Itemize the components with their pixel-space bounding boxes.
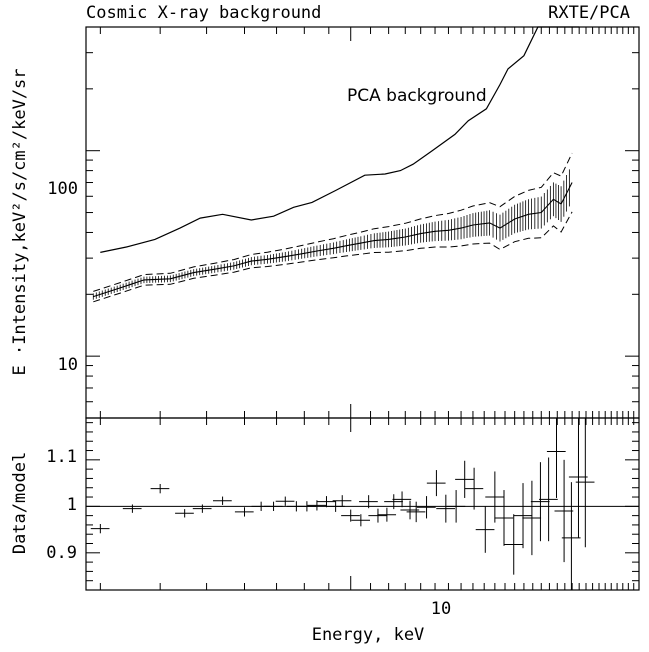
title-left: Cosmic X-ray background [86, 3, 321, 23]
bottom-axis-ticks [86, 418, 640, 590]
x-axis-label: Energy, keV [312, 625, 425, 645]
y-tick-label-1.1: 1.1 [46, 447, 77, 467]
y-tick-label-1: 1 [67, 495, 77, 515]
top-y-axis-label: E ·Intensity,keV²/s/cm²/keV/sr [10, 68, 30, 375]
cxb-upper-bound-line [93, 152, 573, 292]
y-tick-label-0.9: 0.9 [46, 543, 77, 563]
cxb-spectrum-line [93, 182, 573, 298]
top-axis-ticks [86, 26, 640, 419]
x-tick-label-10: 10 [431, 599, 451, 619]
y-tick-label-10: 10 [58, 355, 78, 375]
bottom-panel-frame [85, 417, 640, 591]
y-tick-label-100: 100 [47, 179, 78, 199]
pca-background-line [100, 26, 580, 253]
bottom-y-axis-label: Data/model [10, 452, 30, 554]
title-right: RXTE/PCA [548, 3, 630, 23]
pca-background-annotation: PCA background [347, 86, 487, 106]
ratio-points [90, 418, 595, 590]
cxb-lower-bound-line [93, 211, 573, 303]
